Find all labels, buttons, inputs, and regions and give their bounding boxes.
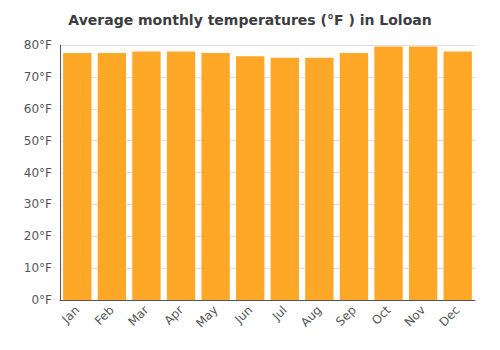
- svg-text:Jan: Jan: [59, 303, 83, 327]
- svg-text:Sep: Sep: [333, 303, 359, 329]
- svg-text:Feb: Feb: [92, 303, 117, 328]
- svg-text:60°F: 60°F: [24, 102, 52, 116]
- svg-text:10°F: 10°F: [24, 261, 52, 275]
- svg-text:30°F: 30°F: [24, 197, 52, 211]
- svg-text:Jul: Jul: [269, 303, 290, 324]
- svg-text:Aug: Aug: [298, 303, 324, 329]
- svg-text:Average monthly temperatures (: Average monthly temperatures (°F ) in Lo…: [68, 12, 431, 28]
- svg-text:Jun: Jun: [231, 303, 255, 327]
- svg-text:May: May: [193, 303, 220, 330]
- svg-text:Mar: Mar: [126, 303, 152, 329]
- svg-text:80°F: 80°F: [24, 38, 52, 52]
- svg-text:Dec: Dec: [436, 303, 462, 329]
- svg-text:20°F: 20°F: [24, 229, 52, 243]
- svg-text:40°F: 40°F: [24, 166, 52, 180]
- svg-text:0°F: 0°F: [31, 293, 52, 307]
- svg-text:70°F: 70°F: [24, 70, 52, 84]
- svg-text:Nov: Nov: [402, 303, 428, 329]
- svg-text:Oct: Oct: [369, 303, 394, 328]
- svg-text:Apr: Apr: [161, 303, 186, 328]
- svg-text:50°F: 50°F: [24, 134, 52, 148]
